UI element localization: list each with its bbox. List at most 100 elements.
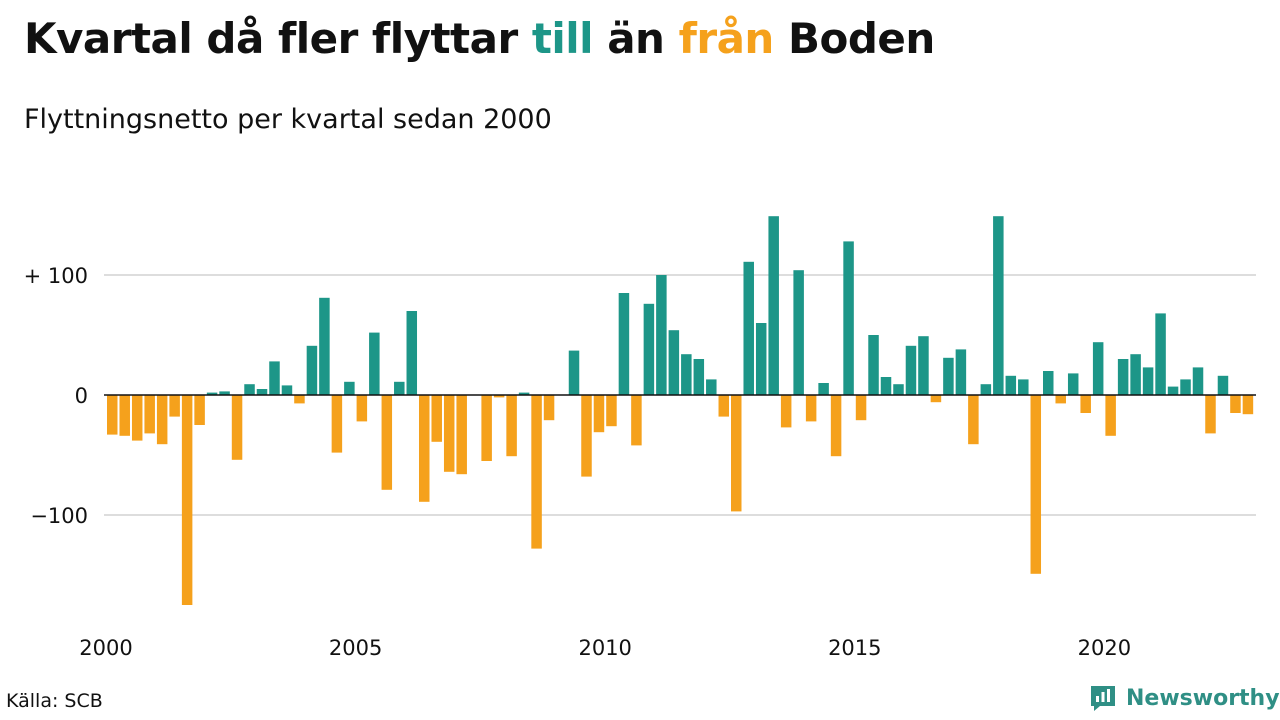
bar bbox=[780, 395, 792, 428]
bar bbox=[1205, 395, 1216, 434]
bar bbox=[980, 384, 992, 395]
bar bbox=[1230, 395, 1241, 413]
bar bbox=[868, 335, 879, 395]
bar bbox=[518, 392, 530, 395]
chart-title: Kvartal då fler flyttar till än från Bod… bbox=[24, 14, 935, 63]
bar bbox=[269, 361, 280, 395]
bar bbox=[181, 395, 193, 605]
bar bbox=[281, 385, 293, 395]
bar bbox=[169, 395, 180, 417]
x-tick-label: 2020 bbox=[1078, 636, 1131, 660]
newsworthy-logo[interactable]: Newsworthy bbox=[1088, 683, 1280, 713]
bar bbox=[231, 395, 243, 460]
bar bbox=[1055, 395, 1066, 404]
bar bbox=[955, 349, 967, 395]
x-tick-label: 2010 bbox=[578, 636, 631, 660]
bar bbox=[1117, 359, 1129, 395]
bar bbox=[294, 395, 305, 404]
bar bbox=[107, 395, 118, 435]
bar bbox=[818, 383, 829, 395]
bar bbox=[880, 377, 892, 395]
bar bbox=[1167, 386, 1179, 395]
bar bbox=[1180, 379, 1191, 395]
bar bbox=[631, 395, 642, 446]
bar bbox=[1005, 375, 1017, 395]
bar bbox=[356, 395, 368, 422]
bar bbox=[406, 311, 418, 395]
bar bbox=[256, 389, 268, 395]
bar bbox=[893, 384, 904, 395]
x-tick-label: 2005 bbox=[329, 636, 382, 660]
bar bbox=[456, 395, 467, 475]
bar bbox=[1192, 367, 1204, 395]
bar bbox=[369, 332, 380, 395]
bar bbox=[855, 395, 867, 421]
bar bbox=[830, 395, 842, 457]
bar bbox=[1080, 395, 1091, 413]
bar bbox=[156, 395, 168, 445]
bar bbox=[1067, 373, 1079, 395]
bar bbox=[1217, 375, 1229, 395]
bar bbox=[493, 395, 505, 398]
title-part-3: Boden bbox=[773, 14, 935, 63]
bar bbox=[731, 395, 742, 512]
title-highlight-fran: från bbox=[678, 14, 775, 63]
bar bbox=[194, 395, 205, 425]
bar bbox=[543, 395, 555, 421]
bar bbox=[394, 381, 405, 395]
bar bbox=[1155, 313, 1166, 395]
bar bbox=[581, 395, 592, 477]
bar bbox=[943, 357, 954, 395]
newsworthy-logo-icon bbox=[1091, 686, 1115, 711]
bar bbox=[593, 395, 605, 433]
bar bbox=[381, 395, 393, 490]
bar bbox=[930, 395, 942, 403]
bar bbox=[144, 395, 155, 434]
bar bbox=[743, 261, 754, 395]
bar bbox=[331, 395, 343, 453]
bar bbox=[718, 395, 730, 417]
bar bbox=[531, 395, 542, 549]
chart-subtitle: Flyttningsnetto per kvartal sedan 2000 bbox=[24, 104, 552, 135]
bar bbox=[706, 379, 717, 395]
bar bbox=[643, 303, 655, 395]
y-tick-label: −100 bbox=[30, 504, 88, 528]
bar bbox=[693, 359, 705, 395]
source-note: Källa: SCB bbox=[6, 690, 103, 712]
title-part-2: än bbox=[593, 14, 679, 63]
y-tick-label: 0 bbox=[75, 384, 88, 408]
bar bbox=[805, 395, 817, 422]
bar bbox=[306, 345, 318, 395]
bar bbox=[344, 381, 355, 395]
bar bbox=[968, 395, 979, 445]
bar bbox=[768, 216, 779, 395]
bar bbox=[206, 392, 218, 395]
bar bbox=[1242, 395, 1254, 415]
x-tick-label: 2000 bbox=[79, 636, 132, 660]
bar bbox=[319, 297, 330, 395]
bar bbox=[668, 330, 680, 395]
bar bbox=[905, 345, 917, 395]
bars bbox=[107, 216, 1254, 605]
bar bbox=[606, 395, 617, 427]
bar bbox=[1030, 395, 1042, 574]
bar bbox=[1043, 371, 1054, 395]
bar bbox=[993, 216, 1004, 395]
bar bbox=[244, 384, 255, 395]
y-tick-label: + 100 bbox=[24, 264, 88, 288]
bar bbox=[1092, 342, 1104, 395]
bar bbox=[431, 395, 442, 442]
bar bbox=[443, 395, 455, 472]
bar bbox=[419, 395, 430, 502]
bar bbox=[1105, 395, 1116, 436]
x-axis-tick-labels: 2000 2005 2010 2015 2020 bbox=[79, 636, 1131, 660]
bar bbox=[656, 275, 667, 395]
bar bbox=[1142, 367, 1154, 395]
y-axis-tick-labels: + 100 0 −100 bbox=[24, 264, 88, 528]
title-highlight-till: till bbox=[531, 14, 594, 63]
bar bbox=[219, 391, 230, 395]
bar bbox=[131, 395, 143, 441]
bar bbox=[618, 293, 630, 395]
bar bbox=[793, 270, 804, 395]
